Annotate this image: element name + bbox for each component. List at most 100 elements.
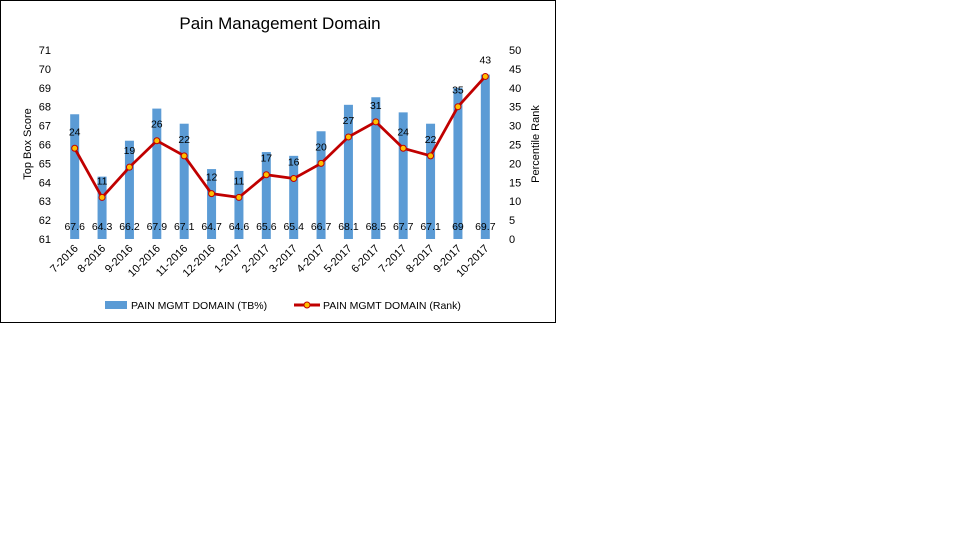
rank-data-label: 20 xyxy=(315,141,327,153)
rank-marker xyxy=(344,133,352,141)
y2-tick-label: 0 xyxy=(509,234,515,246)
rank-marker xyxy=(153,137,161,145)
rank-data-label: 22 xyxy=(178,134,190,146)
bar xyxy=(261,152,271,239)
bar xyxy=(398,112,408,239)
rank-data-label: 22 xyxy=(425,134,437,146)
legend: PAIN MGMT DOMAIN (TB%) PAIN MGMT DOMAIN … xyxy=(105,300,461,312)
y-tick-label: 63 xyxy=(39,196,51,208)
rank-line xyxy=(73,75,487,199)
y-tick-label: 66 xyxy=(39,140,51,152)
y-tick-label: 69 xyxy=(39,83,51,95)
y-tick-label: 67 xyxy=(39,121,51,133)
bar xyxy=(480,74,490,239)
x-tick-label: 5-2017 xyxy=(322,243,355,276)
x-axis: 7-20168-20169-201610-201611-201612-20161… xyxy=(48,243,491,280)
rank-marker xyxy=(454,103,462,111)
bar-data-label: 69 xyxy=(452,221,464,233)
x-tick-label: 7-2016 xyxy=(48,243,81,276)
bar xyxy=(343,104,353,239)
bar xyxy=(97,176,107,239)
bar-data-label: 67.1 xyxy=(174,221,195,233)
x-tick-label: 3-2017 xyxy=(267,243,300,276)
bar-data-label: 66.7 xyxy=(311,221,332,233)
line-series: 24 11 19 26 22 12 11 17 16 20 27 31 24 22 35 43 xyxy=(69,54,491,201)
rank-marker xyxy=(71,144,79,152)
y2-axis-title: Percentile Rank xyxy=(530,105,542,183)
rank-data-label: 24 xyxy=(69,126,81,138)
bar-data-label: 68.5 xyxy=(366,221,387,233)
rank-data-label: 27 xyxy=(343,115,355,127)
chart-title: Pain Management Domain xyxy=(179,14,380,33)
x-tick-label: 6-2017 xyxy=(349,243,382,276)
chart-frame: Pain Management Domain Top Box Score Per… xyxy=(0,0,556,323)
bar xyxy=(207,169,217,239)
rank-data-label: 11 xyxy=(97,175,108,187)
bar-data-label: 65.6 xyxy=(256,221,277,233)
y2-tick-label: 10 xyxy=(509,196,521,208)
bar xyxy=(371,97,381,239)
rank-data-label: 24 xyxy=(397,126,409,138)
y2-tick-label: 20 xyxy=(509,158,521,170)
rank-marker xyxy=(317,159,325,167)
bar xyxy=(316,131,326,239)
x-tick-label: 2-2017 xyxy=(240,243,273,276)
rank-data-label: 12 xyxy=(206,172,218,184)
bar-data-label: 64.7 xyxy=(201,221,222,233)
y-tick-label: 65 xyxy=(39,158,51,170)
rank-marker xyxy=(481,72,489,80)
rank-data-label: 26 xyxy=(151,119,163,131)
bar xyxy=(124,140,134,239)
y2-tick-label: 50 xyxy=(509,45,521,57)
bar-data-label: 64.6 xyxy=(229,221,250,233)
bar xyxy=(179,123,189,239)
y-axis: 61 62 63 64 65 66 67 68 69 70 71 xyxy=(39,45,51,246)
rank-marker xyxy=(399,144,407,152)
bar-data-label: 67.1 xyxy=(420,221,441,233)
rank-data-label: 43 xyxy=(479,54,491,66)
rank-marker xyxy=(235,193,243,201)
rank-data-label: 19 xyxy=(124,145,136,157)
bar-data-label: 66.2 xyxy=(119,221,140,233)
y2-tick-label: 35 xyxy=(509,102,521,114)
x-tick-label: 7-2017 xyxy=(377,243,410,276)
rank-data-label: 16 xyxy=(288,157,300,169)
rank-data-label: 11 xyxy=(233,175,244,187)
rank-marker xyxy=(290,175,298,183)
bar-series: 67.6 64.3 66.2 67.9 67.1 64.7 64.6 65.6 65.4 66.7… xyxy=(64,74,496,239)
y2-tick-label: 15 xyxy=(509,177,521,189)
rank-marker xyxy=(372,118,380,126)
y2-tick-label: 5 xyxy=(509,215,515,227)
bar-data-label: 65.4 xyxy=(283,221,304,233)
legend-swatch-bar xyxy=(105,301,127,309)
y-tick-label: 61 xyxy=(39,234,51,246)
rank-marker xyxy=(180,152,188,160)
x-tick-label: 8-2016 xyxy=(75,243,108,276)
bar xyxy=(426,123,436,239)
rank-marker xyxy=(427,152,435,160)
bar xyxy=(289,155,299,239)
legend-swatch-marker xyxy=(303,301,311,309)
rank-marker xyxy=(262,171,270,179)
rank-data-label: 17 xyxy=(260,153,272,165)
x-tick-label: 4-2017 xyxy=(294,243,327,276)
y-tick-label: 68 xyxy=(39,102,51,114)
y-axis-title: Top Box Score xyxy=(22,108,34,180)
bar xyxy=(234,170,244,239)
bar xyxy=(453,87,463,239)
y2-tick-label: 40 xyxy=(509,83,521,95)
y-tick-label: 71 xyxy=(39,45,51,57)
bar-data-label: 68.1 xyxy=(338,221,359,233)
bar xyxy=(152,108,162,239)
rank-marker xyxy=(125,163,133,171)
y2-tick-label: 45 xyxy=(509,64,521,76)
bar-data-label: 64.3 xyxy=(92,221,113,233)
bar-data-label: 67.9 xyxy=(147,221,168,233)
chart-svg: Pain Management Domain Top Box Score Per… xyxy=(22,14,542,312)
rank-marker xyxy=(208,190,216,198)
bar-data-label: 67.7 xyxy=(393,221,414,233)
y2-axis: 0 5 10 15 20 25 30 35 40 45 50 xyxy=(509,45,521,246)
y-tick-label: 62 xyxy=(39,215,51,227)
bar-data-label: 67.6 xyxy=(64,221,85,233)
y2-tick-label: 25 xyxy=(509,140,521,152)
